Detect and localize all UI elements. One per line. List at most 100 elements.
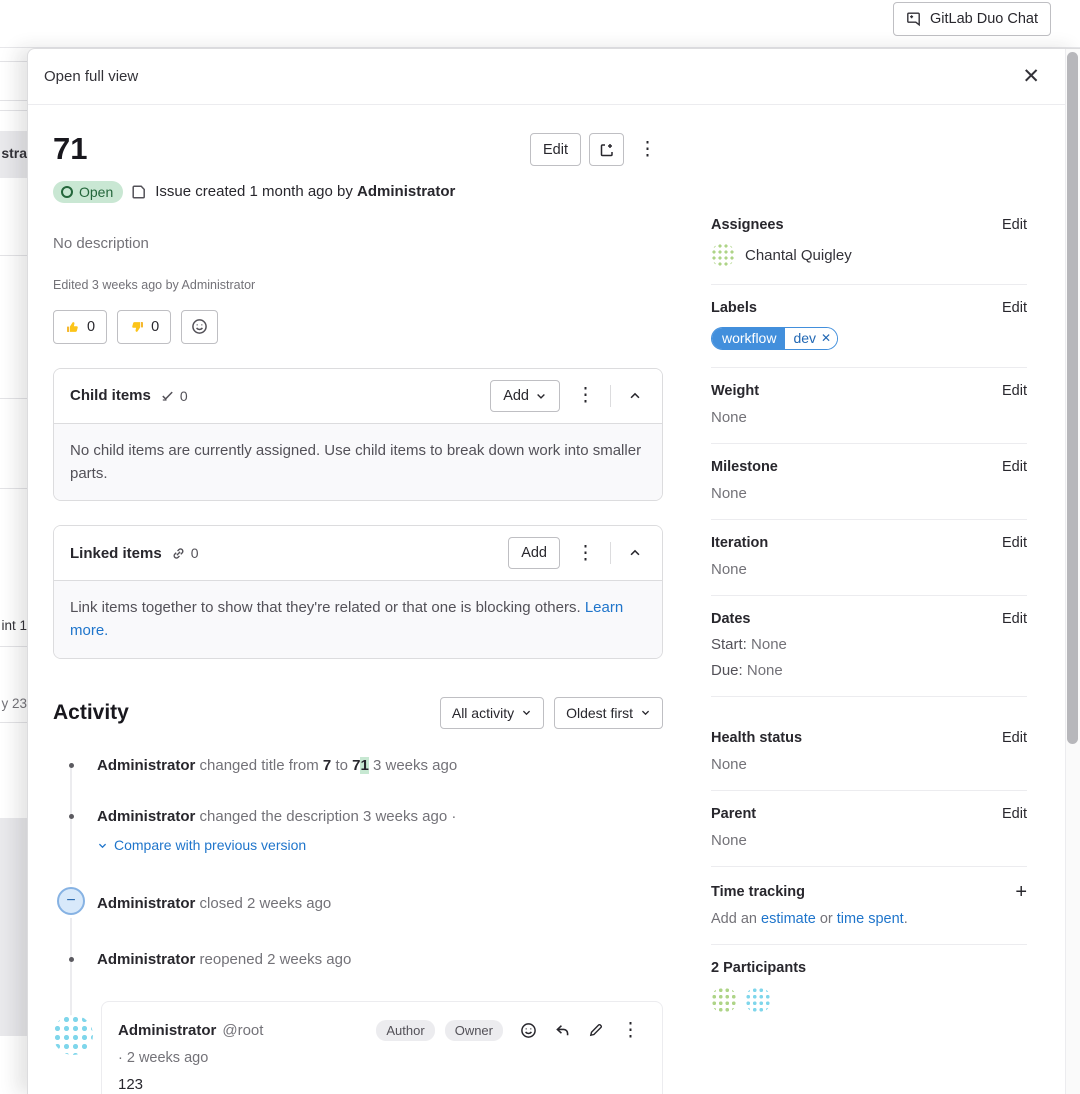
timeline-dot-icon xyxy=(68,957,74,963)
pencil-icon xyxy=(589,1024,603,1037)
health-status-value: None xyxy=(711,756,747,773)
bg-divider xyxy=(0,255,27,256)
parent-title: Parent xyxy=(711,806,757,822)
comment-emoji-button[interactable] xyxy=(513,1015,543,1045)
linked-items-title: Linked items xyxy=(70,544,162,562)
thumbs-down-icon xyxy=(132,321,144,332)
thumbs-down-button[interactable]: 0 xyxy=(117,309,172,344)
comment-card: Administrator @root Author Owner xyxy=(101,1001,663,1094)
health-status-title: Health status xyxy=(711,730,803,746)
iteration-edit-button[interactable]: Edit xyxy=(1002,535,1027,551)
add-emoji-button[interactable] xyxy=(181,309,219,344)
label-remove-icon[interactable]: ✕ xyxy=(821,331,832,345)
author-badge: Author xyxy=(376,1019,435,1041)
iteration-section: Iteration Edit None xyxy=(711,520,1027,596)
new-related-item-button[interactable] xyxy=(589,133,624,166)
activity-title: Activity xyxy=(53,700,129,724)
issue-kebab-menu[interactable]: ⋮ xyxy=(632,140,663,159)
comment-edit-button[interactable] xyxy=(581,1015,611,1045)
child-items-title: Child items xyxy=(70,387,151,405)
bg-divider xyxy=(0,646,27,647)
activity-filter-dropdown[interactable]: All activity xyxy=(439,696,545,729)
parent-edit-button[interactable]: Edit xyxy=(1002,806,1027,822)
assignees-edit-button[interactable]: Edit xyxy=(1002,217,1027,233)
participants-title: 2 Participants xyxy=(711,960,807,976)
top-bar: GitLab Duo Chat xyxy=(0,0,1080,48)
weight-section: Weight Edit None xyxy=(711,368,1027,444)
open-full-view-link[interactable]: Open full view xyxy=(44,68,139,85)
activity-sort-dropdown[interactable]: Oldest first xyxy=(554,696,663,729)
comment-author-avatar[interactable] xyxy=(53,1015,93,1056)
health-status-edit-button[interactable]: Edit xyxy=(1002,730,1027,746)
parent-value: None xyxy=(711,832,747,849)
labels-edit-button[interactable]: Edit xyxy=(1002,300,1027,316)
status-badge: Open xyxy=(53,180,124,203)
parent-section: Parent Edit None xyxy=(711,791,1027,867)
drawer-scrollbar-thumb[interactable] xyxy=(1067,52,1078,744)
start-date-line: Start: None xyxy=(711,636,787,653)
comment-reply-button[interactable] xyxy=(547,1015,577,1045)
timeline-event-reopened: Administrator reopened 2 weeks ago xyxy=(53,949,663,971)
dates-edit-button[interactable]: Edit xyxy=(1002,611,1027,627)
edit-issue-button[interactable]: Edit xyxy=(530,133,581,166)
assignee-name: Chantal Quigley xyxy=(745,246,852,264)
comment-timestamp: · 2 weeks ago xyxy=(118,1050,209,1067)
comment: Administrator @root Author Owner xyxy=(53,1001,663,1094)
duo-chat-icon xyxy=(906,11,922,27)
activity-timeline: Administrator changed title from 7 to 71… xyxy=(53,755,663,1094)
time-tracking-hint: Add an estimate or time spent. xyxy=(711,911,908,927)
bg-divider xyxy=(0,722,27,723)
chevron-down-icon xyxy=(641,710,650,716)
child-items-card: Child items 0 Add ⋮ xyxy=(53,367,663,502)
close-icon[interactable]: ✕ xyxy=(1022,65,1040,88)
bg-text-fragment: int 1 xyxy=(1,618,27,633)
owner-badge: Owner xyxy=(444,1019,503,1041)
milestone-section: Milestone Edit None xyxy=(711,444,1027,520)
link-icon xyxy=(171,546,186,561)
issue-sidebar: Assignees Edit Chantal Quigley Labels Ed… xyxy=(711,105,1027,1094)
comment-author-name[interactable]: Administrator xyxy=(118,1021,217,1039)
linked-items-kebab-menu[interactable]: ⋮ xyxy=(570,544,601,563)
iteration-value: None xyxy=(711,561,747,578)
gitlab-duo-chat-button[interactable]: GitLab Duo Chat xyxy=(892,2,1051,36)
milestone-edit-button[interactable]: Edit xyxy=(1002,459,1027,475)
child-items-add-button[interactable]: Add xyxy=(490,379,560,412)
compare-previous-version-link[interactable]: Compare with previous version xyxy=(97,835,456,855)
weight-edit-button[interactable]: Edit xyxy=(1002,383,1027,399)
estimate-link[interactable]: estimate xyxy=(761,911,816,927)
assignee-item[interactable]: Chantal Quigley xyxy=(711,243,1027,267)
duo-chat-label: GitLab Duo Chat xyxy=(929,11,1038,27)
child-items-kebab-menu[interactable]: ⋮ xyxy=(570,386,601,405)
bg-divider xyxy=(0,488,27,489)
linked-items-add-button[interactable]: Add xyxy=(508,537,560,570)
drawer-scrollbar-track xyxy=(1065,49,1080,1094)
participant-avatar-2[interactable] xyxy=(745,987,771,1013)
time-spent-link[interactable]: time spent xyxy=(836,911,904,927)
participant-avatar-1[interactable] xyxy=(711,987,737,1013)
time-tracking-add-icon[interactable]: + xyxy=(1015,881,1027,903)
timeline-dot-icon xyxy=(68,814,74,820)
comment-kebab-menu[interactable]: ⋮ xyxy=(615,1021,646,1040)
labels-title: Labels xyxy=(711,300,757,316)
smiley-icon xyxy=(192,319,207,334)
linked-items-collapse-button[interactable] xyxy=(620,538,650,568)
issue-drawer: Open full view ✕ 71 Edit ⋮ xyxy=(27,48,1080,1094)
time-tracking-title: Time tracking xyxy=(711,884,806,900)
main-column: 71 Edit ⋮ Open xyxy=(53,105,663,1094)
reply-icon xyxy=(555,1024,568,1035)
issue-type-icon xyxy=(132,185,146,199)
child-items-collapse-button[interactable] xyxy=(620,381,650,411)
timeline-dot-icon xyxy=(68,762,74,768)
assignees-title: Assignees xyxy=(711,217,784,233)
issue-open-icon xyxy=(61,185,73,198)
learn-more-link[interactable]: Learn more. xyxy=(70,599,624,640)
checklist-icon xyxy=(160,388,175,403)
participants-section: 2 Participants xyxy=(711,945,1027,1030)
created-author: Administrator xyxy=(357,183,456,201)
smiley-icon xyxy=(520,1022,536,1038)
divider xyxy=(610,384,611,407)
bg-selected-row: stra xyxy=(0,131,27,178)
copy-new-icon xyxy=(600,143,613,156)
assignee-avatar xyxy=(711,243,735,267)
thumbs-up-button[interactable]: 0 xyxy=(53,309,108,344)
